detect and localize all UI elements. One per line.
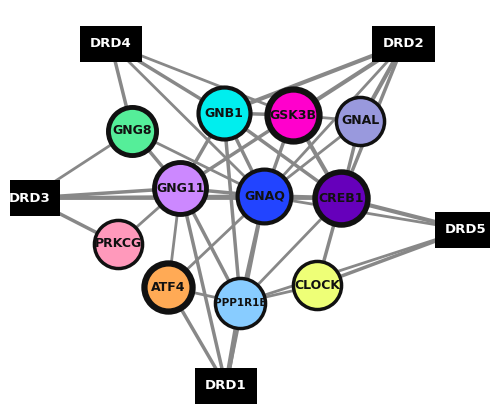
FancyBboxPatch shape <box>372 26 435 62</box>
Point <box>289 112 297 118</box>
Text: DRD1: DRD1 <box>205 379 247 393</box>
Text: ATF4: ATF4 <box>151 281 186 294</box>
Text: DRD3: DRD3 <box>8 192 50 205</box>
Point <box>128 128 136 134</box>
Point <box>313 282 321 288</box>
Text: PPP1R1B: PPP1R1B <box>214 298 267 308</box>
Text: DRD2: DRD2 <box>383 37 424 50</box>
FancyBboxPatch shape <box>435 212 497 248</box>
Text: GNG8: GNG8 <box>112 124 152 137</box>
Point <box>176 185 184 192</box>
Text: DRD4: DRD4 <box>90 37 132 50</box>
Point <box>114 240 122 247</box>
Text: GSK3B: GSK3B <box>270 108 316 122</box>
Text: GNB1: GNB1 <box>204 107 243 119</box>
Text: GNG11: GNG11 <box>156 182 204 195</box>
Point <box>164 284 172 290</box>
Point <box>236 300 244 306</box>
FancyBboxPatch shape <box>0 180 60 216</box>
Text: CREB1: CREB1 <box>318 192 364 205</box>
Point <box>220 110 228 116</box>
Point <box>260 193 268 199</box>
Text: DRD5: DRD5 <box>445 223 487 236</box>
Point <box>337 195 345 201</box>
FancyBboxPatch shape <box>195 368 257 404</box>
FancyBboxPatch shape <box>80 26 142 62</box>
Point <box>356 118 364 124</box>
Text: GNAQ: GNAQ <box>244 190 285 203</box>
Text: CLOCK: CLOCK <box>294 279 340 292</box>
Text: PRKCG: PRKCG <box>94 237 142 250</box>
Text: GNAL: GNAL <box>342 115 380 127</box>
